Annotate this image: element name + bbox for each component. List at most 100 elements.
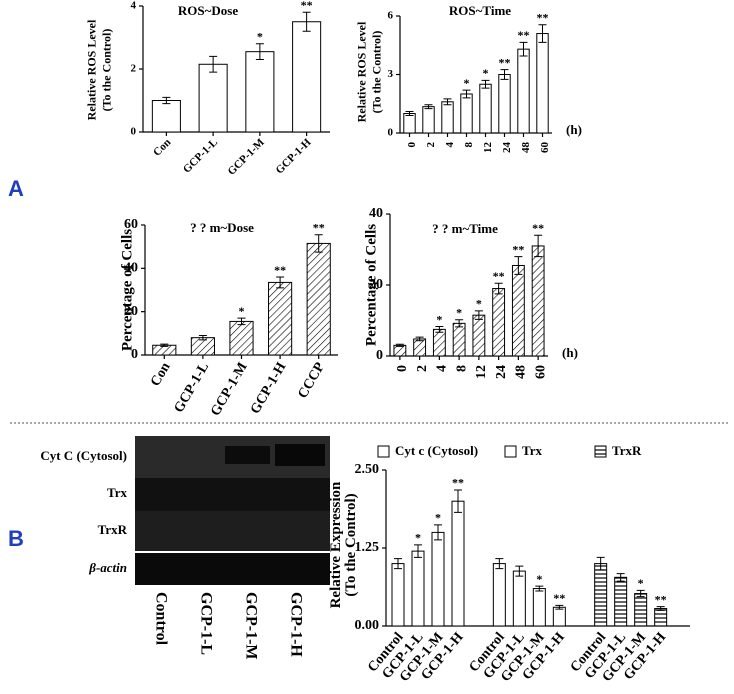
blot-row-label: Trx (107, 485, 127, 500)
significance-mark: * (435, 511, 441, 525)
blot-column-label: Control (152, 592, 169, 646)
blot-column-label: GCP-1-L (197, 592, 214, 655)
bar (413, 338, 427, 357)
x-tick-label: 60 (539, 142, 551, 154)
y-tick-label: 20 (124, 304, 138, 319)
x-tick-label: GCP-1-M (208, 360, 251, 419)
y-axis-label: (To the Control) (369, 31, 383, 114)
x-tick-label: 12 (482, 142, 494, 154)
x-tick-label: 12 (474, 365, 489, 379)
bar (451, 500, 465, 627)
y-axis-label: Percentage of Cells (119, 229, 135, 351)
bar (306, 242, 331, 356)
y-tick-label: 40 (124, 261, 138, 276)
bar (492, 563, 506, 627)
significance-mark: ** (512, 242, 524, 256)
y-tick-label: 4 (131, 0, 137, 12)
error-bar (534, 234, 543, 258)
error-bar (414, 544, 422, 558)
bar (411, 550, 425, 627)
bar (634, 593, 648, 627)
y-axis-label: Relative Expression (328, 481, 344, 608)
significance-mark: ** (537, 11, 549, 25)
significance-mark: ** (274, 263, 286, 277)
x-unit: (h) (566, 122, 582, 137)
x-tick-label: 24 (501, 142, 513, 154)
blot-column-label: GCP-1-H (287, 592, 304, 657)
bar (460, 93, 473, 134)
y-tick-label: 1.25 (355, 540, 380, 555)
chart-title: ? ? m~Dose (190, 220, 254, 235)
error-bar (434, 524, 442, 541)
bar (594, 563, 608, 627)
y-tick-label: 40 (369, 206, 383, 221)
significance-mark: * (476, 297, 482, 311)
legend-label: Trx (522, 443, 542, 458)
bar (431, 531, 445, 627)
error-bar (535, 585, 544, 592)
bar (517, 48, 530, 134)
blot-band (225, 446, 270, 464)
error-bar (596, 556, 605, 571)
x-tick-label: 2 (425, 142, 437, 148)
blot-band (135, 553, 330, 585)
bar (531, 245, 545, 357)
chart-title: ROS~Dose (178, 3, 238, 18)
bar (452, 322, 466, 357)
bar (268, 281, 293, 356)
x-tick-label: Con (151, 136, 173, 158)
significance-mark: ** (655, 592, 667, 606)
bar (511, 264, 525, 357)
error-bar (302, 11, 311, 32)
legend-swatch (377, 445, 390, 458)
x-tick-label: 8 (454, 365, 469, 372)
significance-mark: ** (493, 269, 505, 283)
legend-swatch (594, 445, 607, 458)
panel-label: A (8, 176, 24, 201)
bar (393, 344, 407, 357)
significance-mark: * (456, 306, 462, 320)
bar (472, 314, 486, 357)
y-axis-label: Relative ROS Level (354, 21, 368, 122)
error-bar (494, 282, 503, 295)
legend-label: TrxR (612, 443, 642, 458)
significance-mark: ** (518, 28, 530, 42)
y-tick-label: 0.00 (355, 618, 380, 633)
blot-row-label: β-actin (88, 560, 127, 575)
bar (532, 588, 546, 627)
error-bar (276, 276, 285, 289)
error-bar (474, 310, 483, 320)
y-tick-label: 0 (376, 348, 383, 363)
bar (492, 288, 506, 357)
x-tick-label: GCP-1-L (172, 360, 213, 415)
x-unit: (h) (562, 345, 578, 360)
y-tick-label: 6 (388, 10, 394, 22)
significance-mark: * (464, 76, 470, 90)
bar (151, 100, 181, 133)
y-axis-label: (To the Control) (343, 493, 359, 596)
panel-label: B (8, 526, 24, 551)
blot-column-label: GCP-1-M (242, 592, 259, 660)
blot-band (275, 444, 325, 466)
significance-mark: ** (301, 0, 313, 12)
y-tick-label: 60 (124, 217, 138, 232)
bar (654, 608, 668, 627)
error-bar (198, 335, 207, 341)
blot-row-label: TrxR (98, 522, 128, 537)
error-bar (455, 319, 464, 328)
error-bar (495, 558, 504, 570)
bar (614, 576, 628, 627)
error-bar (394, 558, 402, 570)
y-axis-label: Percentage of Cells (363, 224, 379, 346)
significance-mark: * (257, 30, 263, 44)
x-tick-label: 4 (435, 365, 450, 372)
y-axis-label: (To the Control) (99, 29, 113, 112)
y-tick-label: 20 (369, 277, 383, 292)
error-bar (656, 606, 665, 611)
error-bar (415, 336, 424, 342)
significance-mark: ** (553, 591, 565, 605)
x-tick-label: GCP-1-H (248, 360, 289, 417)
error-bar (405, 111, 414, 116)
significance-mark: * (638, 576, 644, 590)
x-tick-label: GCP-1-L (181, 136, 220, 175)
